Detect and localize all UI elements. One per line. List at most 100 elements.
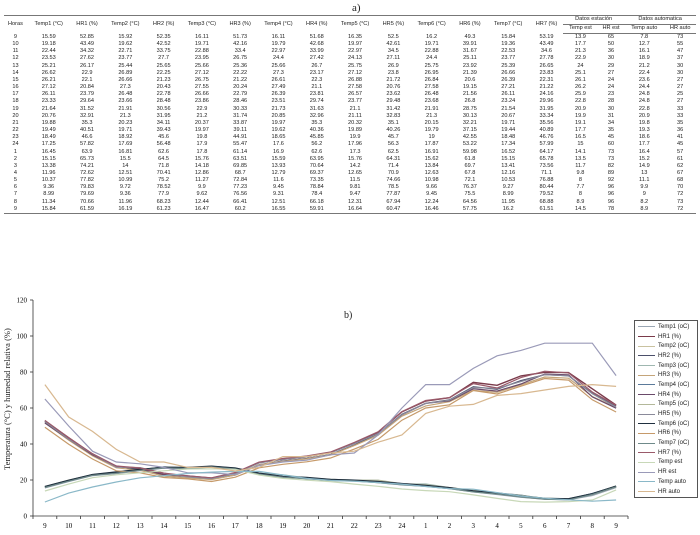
table-cell: 77.9 xyxy=(158,191,170,198)
table-cell: 68.7 xyxy=(234,169,246,176)
table-cell: 27.11 xyxy=(386,55,401,62)
legend-swatch-icon xyxy=(638,374,655,376)
column-header: HR est xyxy=(597,24,625,34)
table-cell: 24.4 xyxy=(426,55,438,62)
table-cell: 12.31 xyxy=(348,198,363,205)
table-cell: 56.48 xyxy=(156,141,171,148)
column-header: Temp3 (°C) xyxy=(180,15,224,34)
table-row: 18 23.33 29.64 23.66 28.48 23.86 28.46 23.51 29.… xyxy=(4,98,696,105)
table-cell: 20.67 xyxy=(501,112,516,119)
table-cell: 42.52 xyxy=(156,41,171,48)
table-cell: 32.96 xyxy=(309,112,324,119)
table-cell: 36 xyxy=(607,48,615,55)
table-cell: 71.1 xyxy=(541,169,552,176)
table-cell: 62.6 xyxy=(311,148,323,155)
table-cell: 2 xyxy=(13,155,18,162)
table-cell: 15 xyxy=(577,141,584,148)
table-cell: 11.34 xyxy=(41,198,56,205)
table-cell: 28 xyxy=(607,98,615,105)
table-cell: 26.39 xyxy=(271,91,286,98)
table-cell: 13.41 xyxy=(501,162,516,169)
table-cell: 33 xyxy=(677,105,684,112)
table-cell: 9 xyxy=(642,191,646,198)
table-cell: 31.42 xyxy=(386,105,401,112)
table-cell: 25.9 xyxy=(574,91,586,98)
table-cell: 31.95 xyxy=(539,105,554,112)
table-cell: 14.9 xyxy=(638,162,650,169)
table-cell: 33.87 xyxy=(233,119,248,126)
column-header: HR2 (%) xyxy=(147,15,181,34)
table-cell: 15.15 xyxy=(501,155,516,162)
table-cell: 25.44 xyxy=(118,62,133,69)
table-cell: 12.24 xyxy=(424,198,439,205)
table-cell: 16.35 xyxy=(348,33,363,40)
table-cell: 8.9 xyxy=(624,205,665,214)
table-cell: 42.61 xyxy=(386,41,401,48)
table-cell: 23.51 xyxy=(271,98,286,105)
table-cell: 24.8 xyxy=(638,91,650,98)
y-tick-label: 60 xyxy=(20,405,28,413)
table-cell: 17.8 xyxy=(196,148,208,155)
legend-label: Temp auto xyxy=(658,478,687,485)
table-cell: 29.48 xyxy=(386,98,401,105)
table-cell: 27 xyxy=(677,84,684,91)
table-cell: 72.84 xyxy=(233,177,248,184)
y-tick-label: 40 xyxy=(20,441,28,449)
table-cell: 18.49 xyxy=(41,134,56,141)
x-tick-label: 22 xyxy=(351,522,359,530)
table-cell: 31.67 xyxy=(462,48,477,55)
table-cell: 30.56 xyxy=(156,105,171,112)
table-cell: 89 xyxy=(607,169,615,176)
table-cell: 24 xyxy=(607,84,615,91)
table-cell: 11.95 xyxy=(501,198,515,205)
table-cell: 65.78 xyxy=(539,155,554,162)
table-cell: 23.17 xyxy=(309,69,324,76)
table-cell: 9 xyxy=(4,205,27,214)
table-cell: 15.84 xyxy=(26,205,71,214)
table-cell: 19.44 xyxy=(501,127,516,134)
table-cell: 69.7 xyxy=(464,162,476,169)
y-tick-label: 20 xyxy=(20,477,28,485)
table-cell: 63.51 xyxy=(233,155,248,162)
table-cell: 63.9 xyxy=(81,148,93,155)
table-cell: 19 xyxy=(12,105,19,112)
table-cell: 16.2 xyxy=(426,33,438,40)
table-cell: 26.21 xyxy=(41,76,56,83)
table-cell: 24 xyxy=(577,62,584,69)
series-line xyxy=(44,468,617,503)
table-cell: 16.2 xyxy=(486,205,530,214)
table-cell: 64.56 xyxy=(462,198,477,205)
legend-swatch-icon xyxy=(638,336,655,338)
table-cell: 35.3 xyxy=(81,119,93,126)
table-cell: 22.3 xyxy=(311,76,323,83)
table-cell: 23.79 xyxy=(80,91,95,98)
table-cell: 70.41 xyxy=(156,169,171,176)
table-cell: 21.64 xyxy=(41,105,56,112)
y-tick-label: 80 xyxy=(20,369,28,377)
table-cell: 32.83 xyxy=(386,112,401,119)
table-cell: 22.31 xyxy=(539,76,554,83)
table-row: 20 20.76 32.91 21.3 31.95 21.2 31.74 20.85 32.96… xyxy=(4,113,696,120)
table-cell: 11.27 xyxy=(195,177,209,184)
table-row: 23 18.49 46.6 18.92 45.6 19.8 44.91 18.65 45.85 1… xyxy=(4,134,696,141)
table-cell: 13.5 xyxy=(574,155,586,162)
legend-label: HR5 (%) xyxy=(658,411,682,418)
table-cell: 14 xyxy=(12,69,19,76)
table-cell: 26.88 xyxy=(348,76,363,83)
table-cell: 10.53 xyxy=(501,177,516,184)
table-cell: 26.39 xyxy=(501,76,516,83)
column-header: Temp7 (°C) xyxy=(486,15,530,34)
table-cell: 19.36 xyxy=(501,41,516,48)
column-header: Temp5 (°C) xyxy=(333,15,377,34)
table-cell: 27.62 xyxy=(80,55,95,62)
table-cell: 19.3 xyxy=(638,127,650,134)
table-row: 9 15.84 61.59 16.19 61.23 16.47 60.2 16.55 59.91… xyxy=(4,205,696,214)
table-cell: 26.57 xyxy=(348,91,363,98)
table-cell: 21.1 xyxy=(349,105,361,112)
table-cell: 23.68 xyxy=(424,98,439,105)
table-cell: 36 xyxy=(677,127,684,134)
table-cell: 45.7 xyxy=(387,134,399,141)
x-tick-label: 9 xyxy=(43,522,47,530)
table-cell: 22.25 xyxy=(156,69,171,76)
legend-swatch-icon xyxy=(638,326,655,328)
